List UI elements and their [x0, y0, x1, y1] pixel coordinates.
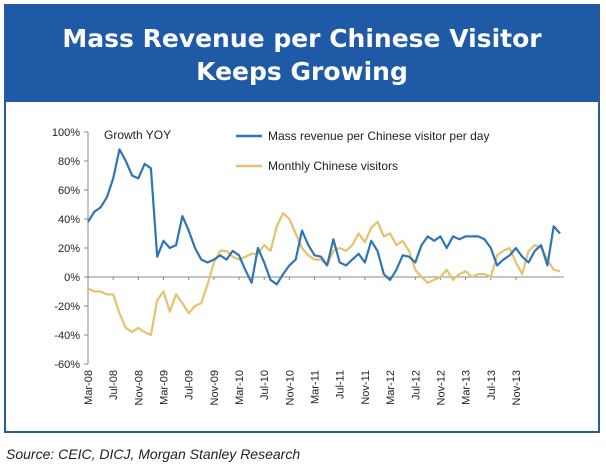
source-note: Source: CEIC, DICJ, Morgan Stanley Resea… — [6, 446, 301, 462]
x-tick-label: Jul-10 — [259, 370, 271, 400]
growth-yoy-annotation: Growth YOY — [104, 128, 171, 142]
x-tick-label: Mar-12 — [385, 370, 397, 405]
y-tick-label: 60% — [58, 185, 80, 197]
x-tick-label: Mar-08 — [83, 370, 95, 405]
x-tick-label: Mar-13 — [461, 370, 473, 405]
title-banner: Mass Revenue per Chinese Visitor Keeps G… — [6, 6, 598, 102]
x-tick-label: Mar-11 — [310, 370, 322, 404]
x-tick-label: Jul-09 — [184, 370, 196, 400]
chart-title-line1: Mass Revenue per Chinese Visitor — [62, 24, 542, 53]
x-tick-label: Nov-08 — [133, 370, 145, 405]
y-tick-label: -40% — [54, 330, 80, 342]
legend-label-mass: Mass revenue per Chinese visitor per day — [268, 129, 489, 143]
y-tick-label: 0% — [64, 272, 80, 284]
chart-title-line2: Keeps Growing — [196, 57, 408, 86]
y-tick-label: -20% — [54, 301, 80, 313]
line-chart: 100% 80% 60% 40% 20% 0% -20% -40% -60%Mar-08 Jul-… — [52, 127, 564, 405]
legend-label-visitors: Monthly Chinese visitors — [268, 159, 398, 173]
x-tick-label: Nov-13 — [511, 370, 523, 405]
y-tick-label: 20% — [58, 243, 80, 255]
series-line-visitors — [87, 212, 561, 337]
x-tick-label: Mar-09 — [159, 370, 171, 405]
y-tick-label: 40% — [58, 214, 80, 226]
series-line-mass — [87, 148, 561, 286]
x-tick-label: Jul-08 — [108, 370, 120, 400]
x-tick-label: Mar-10 — [234, 370, 246, 405]
y-tick-label: 80% — [58, 156, 80, 168]
x-tick-label: Jul-13 — [486, 370, 498, 400]
x-tick-label: Jul-11 — [335, 370, 347, 399]
chart-frame: Mass Revenue per Chinese Visitor Keeps G… — [4, 4, 600, 433]
y-tick-label: -60% — [54, 359, 80, 371]
x-tick-label: Nov-10 — [284, 370, 296, 405]
x-tick-label: Nov-11 — [360, 370, 372, 405]
y-tick-label: 100% — [52, 127, 80, 139]
x-tick-label: Nov-09 — [209, 370, 221, 405]
x-tick-label: Jul-12 — [410, 370, 422, 400]
x-tick-label: Nov-12 — [435, 370, 447, 405]
